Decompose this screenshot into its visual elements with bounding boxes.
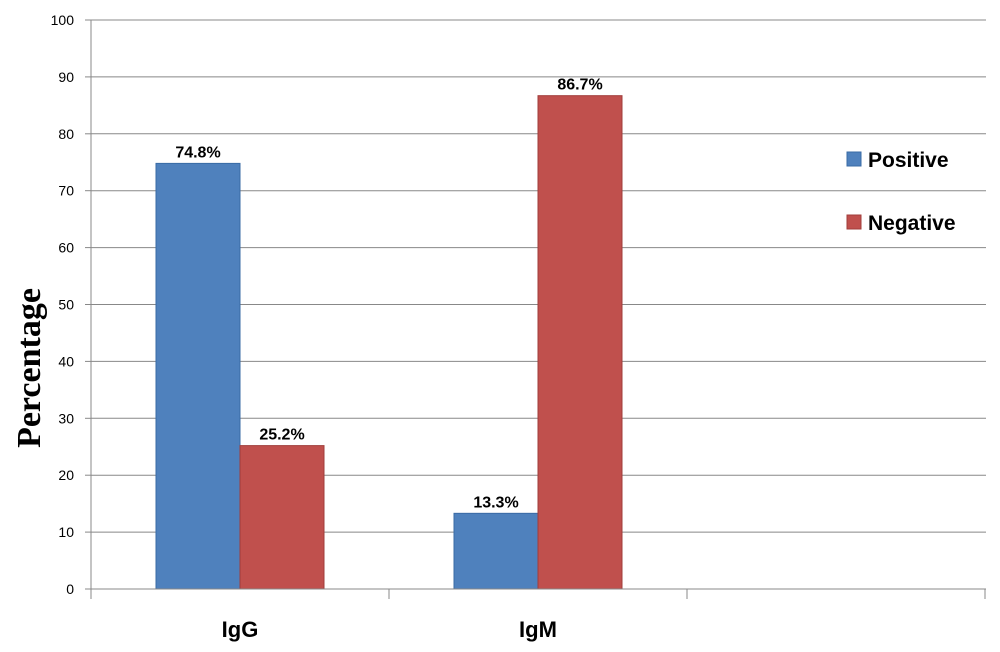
data-label-positive-igm: 13.3%	[473, 494, 518, 511]
axes: 0 10 20 30 40 50 60 70 80 90 100 IgG IgM	[51, 12, 986, 642]
y-tick-label: 100	[51, 12, 75, 28]
data-label-negative-igg: 25.2%	[259, 427, 304, 444]
y-tick-label: 10	[58, 524, 74, 540]
data-label-positive-igg: 74.8%	[175, 144, 220, 161]
legend-label-positive: Positive	[868, 149, 949, 172]
legend-swatch-positive	[846, 151, 862, 167]
x-category-label: IgM	[519, 617, 557, 642]
legend-label-negative: Negative	[868, 212, 956, 235]
bar-negative-igg	[239, 445, 325, 590]
bar-positive-igg	[155, 162, 241, 590]
bar-positive-igm	[453, 512, 539, 590]
bars	[155, 95, 623, 590]
legend-swatch-negative	[846, 214, 862, 230]
y-tick-label: 90	[58, 69, 74, 85]
x-category-label: IgG	[222, 617, 259, 642]
y-tick-label: 0	[66, 581, 74, 597]
y-tick-label: 40	[58, 353, 74, 369]
y-axis-title: Percentage	[11, 288, 48, 448]
y-tick-label: 80	[58, 126, 74, 142]
bar-negative-igm	[537, 95, 623, 590]
y-tick-label: 70	[58, 183, 74, 199]
legend: Positive Negative	[846, 149, 956, 235]
data-labels: 74.8% 25.2% 13.3% 86.7%	[175, 77, 602, 512]
y-tick-label: 20	[58, 467, 74, 483]
y-tick-label: 50	[58, 297, 74, 313]
y-tick-label: 30	[58, 410, 74, 426]
data-label-negative-igm: 86.7%	[557, 77, 602, 94]
y-tick-label: 60	[58, 240, 74, 256]
